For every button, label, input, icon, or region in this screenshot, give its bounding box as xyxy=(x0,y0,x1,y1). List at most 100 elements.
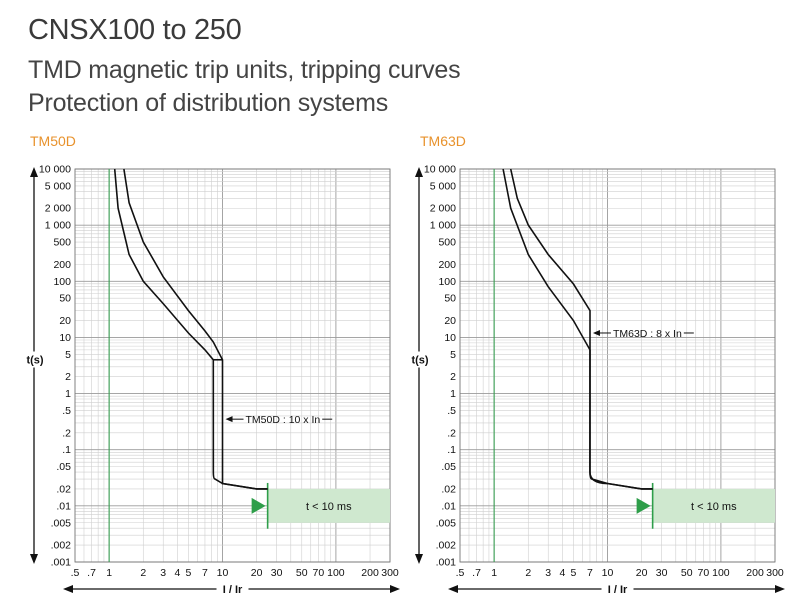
chart0-x-tick-label: 7 xyxy=(202,567,208,579)
chart0-y-tick-label: 20 xyxy=(59,315,71,327)
chart0-x-axis-arrow-left-icon xyxy=(63,585,73,593)
chart0-x-tick-label: 4 xyxy=(174,567,180,579)
chart1-x-tick-label: 2 xyxy=(525,567,531,579)
chart0-x-axis-arrow-right-icon xyxy=(390,585,400,593)
chart1-x-tick-label: 300 xyxy=(766,567,784,579)
chart0-y-axis-label: t(s) xyxy=(26,355,43,367)
chart0-x-tick-label: 50 xyxy=(296,567,308,579)
tripping-curve-chart-tm50d: t < 10 ms TM50D : 10 x In .001 .002 .005 .01.… xyxy=(25,164,400,596)
chart1-x-axis-arrow-left-icon xyxy=(448,585,458,593)
page-subtitle-2: Protection of distribution systems xyxy=(28,89,389,117)
chart1-y-tick-label: .02 xyxy=(441,483,456,495)
chart1-y-tick-label: 1 xyxy=(450,388,456,400)
chart0-x-axis-label: I / Ir xyxy=(223,584,243,596)
chart0-band-arrow-icon xyxy=(251,497,266,514)
chart0-y-tick-label: .001 xyxy=(51,557,72,569)
chart0-x-tick-label: 5 xyxy=(185,567,191,579)
chart1-y-axis-arrow-down-icon xyxy=(415,554,423,564)
chart0-band-label: t < 10 ms xyxy=(306,501,352,513)
chart0-x-tick-label: 2 xyxy=(140,567,146,579)
chart1-y-tick-label: 5 000 xyxy=(430,180,456,192)
chart1-x-axis-label: I / Ir xyxy=(608,584,628,596)
chart0-y-tick-label: 1 xyxy=(65,388,71,400)
chart1-band-arrow-icon xyxy=(636,497,651,514)
chart0-y-tick-label: 500 xyxy=(53,237,71,249)
chart1-y-tick-label: 1 000 xyxy=(430,220,456,232)
chart1-y-tick-label: .005 xyxy=(436,517,457,529)
chart1-y-tick-label: 200 xyxy=(438,259,456,271)
chart1-x-tick-label: 10 xyxy=(602,567,614,579)
chart1-x-tick-label: .5 xyxy=(456,567,465,579)
chart1-y-tick-label: 10 xyxy=(444,332,456,344)
tripping-curve-chart-tm63d: t < 10 ms TM63D : 8 x In .001 .002 .005 .01 .0… xyxy=(410,164,785,596)
chart1-x-tick-label: 30 xyxy=(656,567,668,579)
chart1-x-tick-label: 4 xyxy=(559,567,565,579)
chart0-y-tick-label: .2 xyxy=(62,427,71,439)
chart0-x-tick-label: 200 xyxy=(361,567,379,579)
chart1-y-tick-label: 500 xyxy=(438,237,456,249)
chart1-x-tick-label: 200 xyxy=(746,567,764,579)
chart0-annotation-arrow-icon xyxy=(225,416,233,423)
chart0-x-axis-label-bg xyxy=(216,582,249,596)
chart0-curve-upper xyxy=(123,168,268,490)
chart0-y-tick-label: .05 xyxy=(56,461,71,473)
chart0-x-tick-label: 1 xyxy=(106,567,112,579)
chart1-y-tick-label: .01 xyxy=(441,500,456,512)
chart0-x-tick-label: 70 xyxy=(312,567,324,579)
chart0-x-tick-label: 30 xyxy=(271,567,283,579)
chart1-plot-frame xyxy=(459,168,776,563)
chart1-x-tick-label: 20 xyxy=(636,567,648,579)
chart1-x-tick-label: 5 xyxy=(570,567,576,579)
chart1-x-tick-label: 100 xyxy=(712,567,730,579)
chart0-x-tick-label: 20 xyxy=(251,567,263,579)
chart1-y-tick-label: .2 xyxy=(447,427,456,439)
chart1-y-tick-label: 2 xyxy=(450,371,456,383)
chart1-y-tick-label: 20 xyxy=(444,315,456,327)
chart1-x-tick-label: .7 xyxy=(472,567,481,579)
chart0-instant-band xyxy=(267,488,390,523)
chart1-y-tick-label: 2 000 xyxy=(430,203,456,215)
chart1-x-axis-arrow-right-icon xyxy=(775,585,785,593)
chart1-x-axis-label-bg xyxy=(601,582,634,596)
chart1-y-axis-label: t(s) xyxy=(411,355,428,367)
chart0-plot-frame xyxy=(74,168,391,563)
page-subtitle-1: TMD magnetic trip units, tripping curves xyxy=(28,56,461,84)
chart0-y-axis-arrow-down-icon xyxy=(30,554,38,564)
chart0-y-tick-label: 100 xyxy=(53,276,71,288)
chart1-y-tick-label: 50 xyxy=(444,293,456,305)
chart0-y-tick-label: 5 xyxy=(65,349,71,361)
chart-title-tm63d: TM63D xyxy=(420,133,466,149)
chart1-y-axis-label-bg xyxy=(410,351,428,368)
chart0-y-tick-label: 2 000 xyxy=(45,203,71,215)
chart0-x-tick-label: .5 xyxy=(71,567,80,579)
chart1-y-tick-label: .001 xyxy=(436,557,457,569)
chart0-y-tick-label: 10 000 xyxy=(39,164,71,176)
chart1-annotation-label: TM63D : 8 x In xyxy=(613,328,682,340)
chart1-y-tick-label: .1 xyxy=(447,444,456,456)
chart0-y-tick-label: 1 000 xyxy=(45,220,71,232)
chart1-y-tick-label: 10 000 xyxy=(424,164,456,176)
chart1-x-tick-label: 70 xyxy=(697,567,709,579)
chart1-band-label: t < 10 ms xyxy=(691,501,737,513)
chart0-y-axis-arrow-up-icon xyxy=(30,167,38,177)
chart0-y-tick-label: 5 000 xyxy=(45,180,71,192)
chart0-x-tick-label: 10 xyxy=(217,567,229,579)
chart0-annotation-label: TM50D : 10 x In xyxy=(246,414,321,426)
chart0-y-tick-label: .1 xyxy=(62,444,71,456)
chart1-y-axis-arrow-up-icon xyxy=(415,167,423,177)
chart0-y-tick-label: .5 xyxy=(62,405,71,417)
chart1-annotation-arrow-icon xyxy=(592,329,600,336)
chart1-curve-upper xyxy=(509,168,653,490)
chart0-y-tick-label: 2 xyxy=(65,371,71,383)
chart-title-tm50d: TM50D xyxy=(30,133,76,149)
chart0-x-tick-label: .7 xyxy=(87,567,96,579)
chart0-x-tick-label: 100 xyxy=(327,567,345,579)
chart1-x-tick-label: 7 xyxy=(587,567,593,579)
chart1-y-tick-label: 5 xyxy=(450,349,456,361)
chart0-y-tick-label: .005 xyxy=(51,517,72,529)
chart0-y-tick-label: 200 xyxy=(53,259,71,271)
chart0-y-axis-label-bg xyxy=(25,351,43,368)
chart0-y-tick-label: .002 xyxy=(51,540,72,552)
chart0-y-tick-label: 10 xyxy=(59,332,71,344)
chart1-y-tick-label: 100 xyxy=(438,276,456,288)
